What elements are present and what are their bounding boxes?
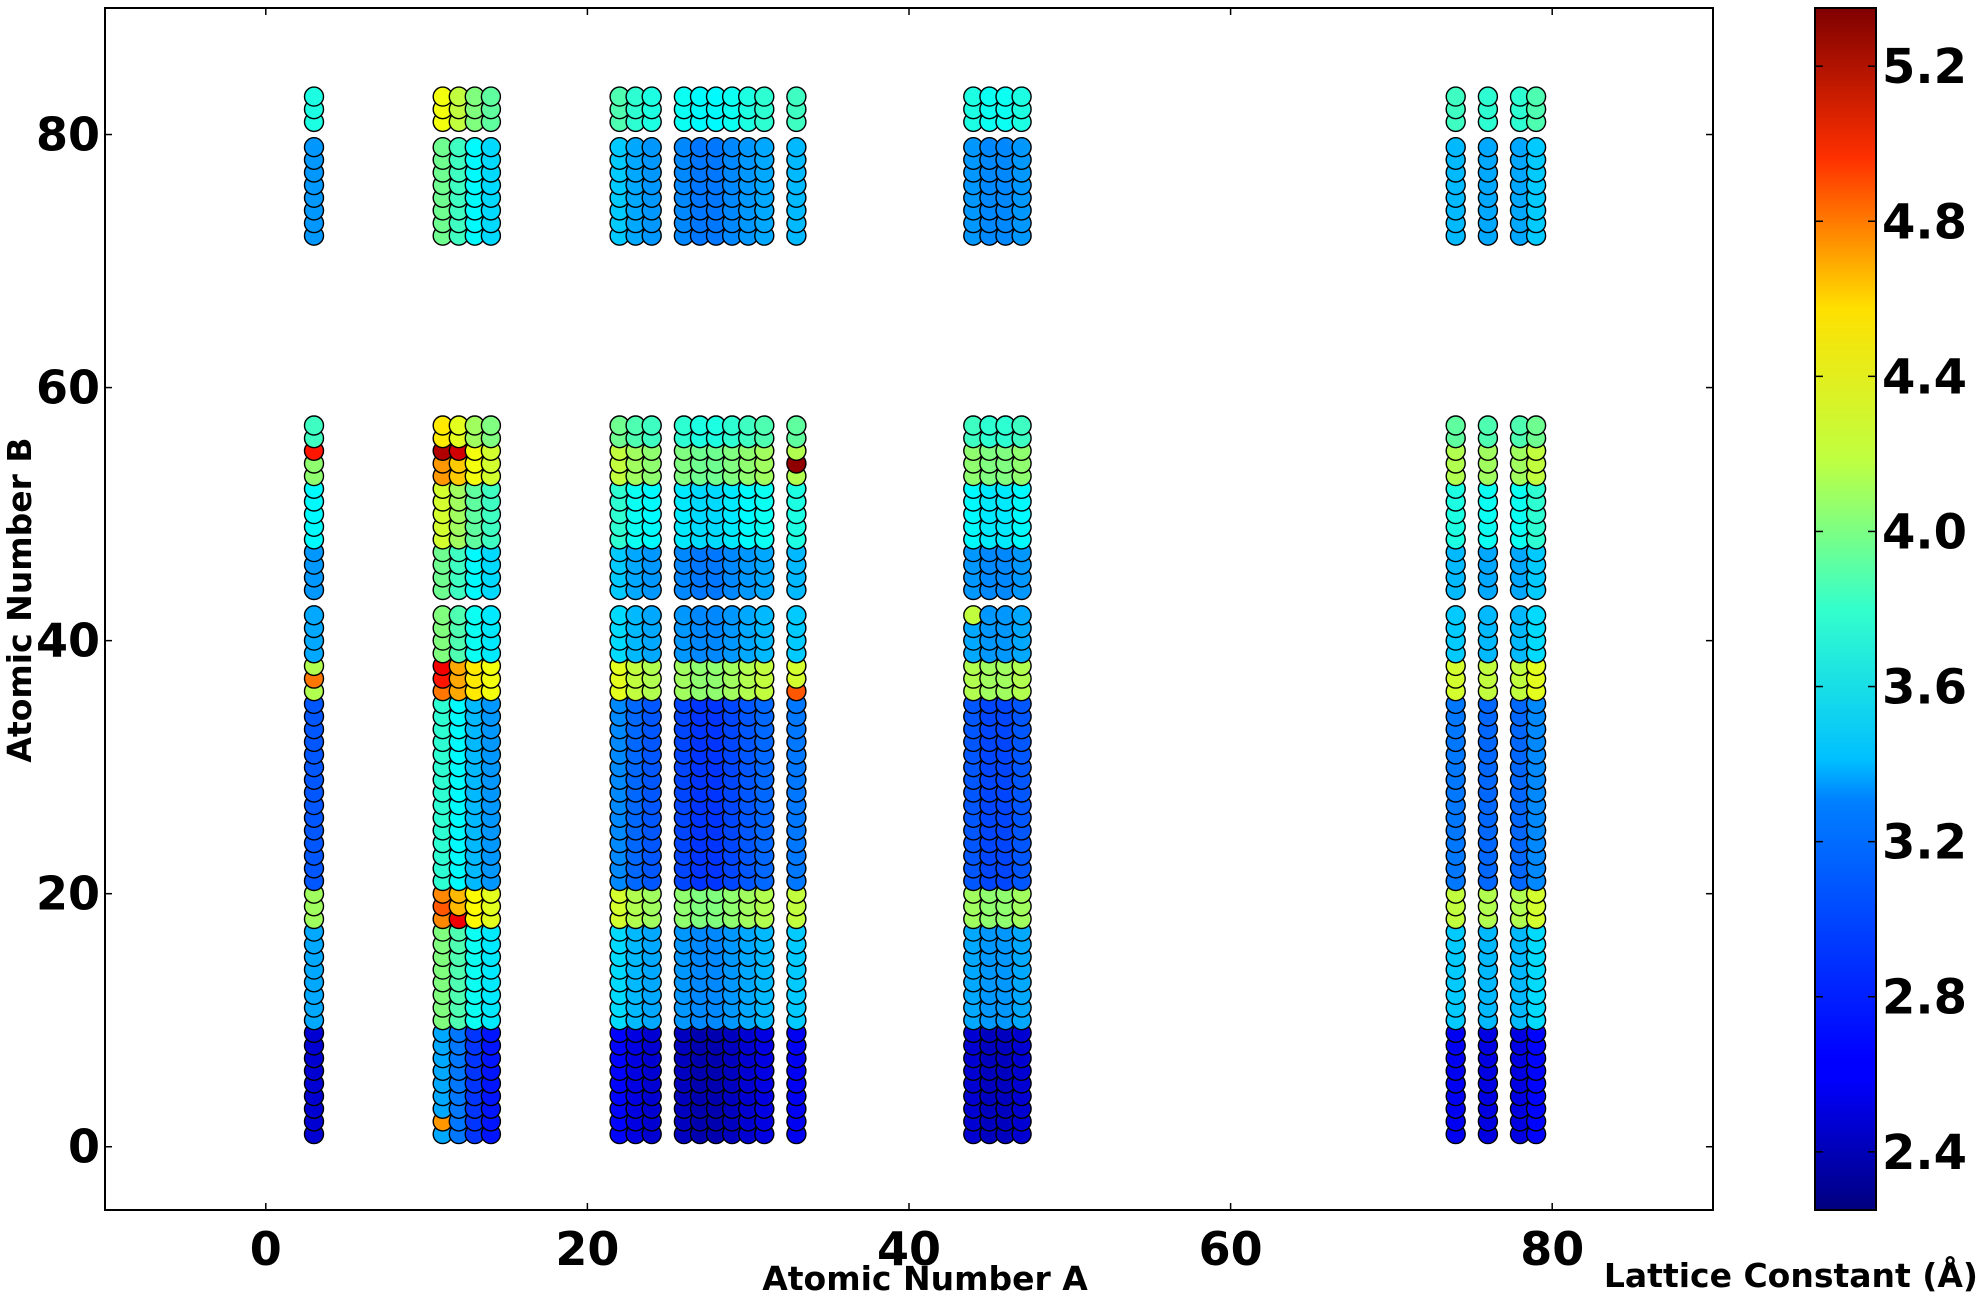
data-point (1011, 136, 1032, 158)
data-point (480, 136, 502, 158)
data-point (303, 136, 325, 158)
y-tick-label: 60 (36, 361, 100, 415)
data-point (1445, 605, 1466, 626)
data-point (1011, 415, 1032, 436)
data-point (1477, 605, 1499, 626)
data-point (1445, 86, 1466, 107)
colorbar-ticks: 2.4 2.8 3.2 3.6 4.0 4.4 4.8 5.2 (1815, 39, 1967, 1181)
y-tick-label: 0 (68, 1120, 100, 1174)
data-point (1477, 136, 1499, 158)
data-point (303, 86, 325, 107)
data-point (754, 605, 775, 626)
data-point (480, 86, 502, 107)
data-point (303, 605, 325, 626)
y-tick-label: 80 (36, 108, 100, 162)
data-point (480, 415, 502, 436)
colorbar-label: Lattice Constant (Å) (1604, 1255, 1978, 1295)
colorbar-tick-label: 4.8 (1882, 194, 1967, 250)
x-axis-label: Atomic Number A (762, 1259, 1088, 1298)
x-tick-label: 80 (1520, 1222, 1584, 1276)
colorbar-tick-label: 2.8 (1882, 970, 1967, 1026)
data-point (641, 605, 662, 626)
data-point (1525, 136, 1547, 158)
data-point (641, 136, 662, 158)
colorbar-tick-label: 3.6 (1882, 660, 1967, 716)
data-point (1477, 415, 1499, 436)
y-axis-label: Atomic Number B (0, 437, 39, 762)
colorbar-gradient (1814, 7, 1877, 1211)
data-point (1011, 605, 1032, 626)
data-point (786, 136, 807, 158)
data-point (786, 605, 807, 626)
data-points (303, 86, 1547, 1145)
y-tick-label: 40 (36, 614, 100, 668)
data-point (480, 605, 502, 626)
data-point (786, 415, 807, 436)
data-point (641, 86, 662, 107)
x-tick-label: 0 (250, 1222, 282, 1276)
plot-background (105, 8, 1713, 1210)
colorbar: 2.4 2.8 3.2 3.6 4.0 4.4 4.8 5.2 (1814, 7, 1967, 1211)
x-tick-label: 20 (555, 1222, 619, 1276)
colorbar-tick-label: 4.4 (1882, 349, 1967, 405)
data-point (1477, 86, 1499, 107)
x-axis: 0 20 40 60 80 (250, 8, 1584, 1276)
data-point (754, 136, 775, 158)
data-point (1011, 86, 1032, 107)
data-point (754, 415, 775, 436)
data-point (786, 86, 807, 107)
data-point (641, 415, 662, 436)
data-point (303, 415, 325, 436)
x-tick-label: 40 (877, 1222, 941, 1276)
data-point (1525, 605, 1547, 626)
y-tick-label: 20 (36, 867, 100, 921)
colorbar-tick-label: 5.2 (1882, 39, 1967, 95)
data-point (754, 86, 775, 107)
colorbar-tick-label: 3.2 (1882, 815, 1967, 871)
plot-area: 0 20 40 60 80 0 20 40 60 80 (36, 7, 1714, 1276)
data-point (1445, 415, 1466, 436)
colorbar-tick-label: 4.0 (1882, 504, 1967, 560)
y-axis: 0 20 40 60 80 (36, 108, 1713, 1174)
data-point (1445, 136, 1466, 158)
colorbar-tick-label: 2.4 (1882, 1125, 1967, 1181)
data-point (1525, 86, 1547, 107)
x-tick-label: 60 (1199, 1222, 1263, 1276)
data-point (1525, 415, 1547, 436)
